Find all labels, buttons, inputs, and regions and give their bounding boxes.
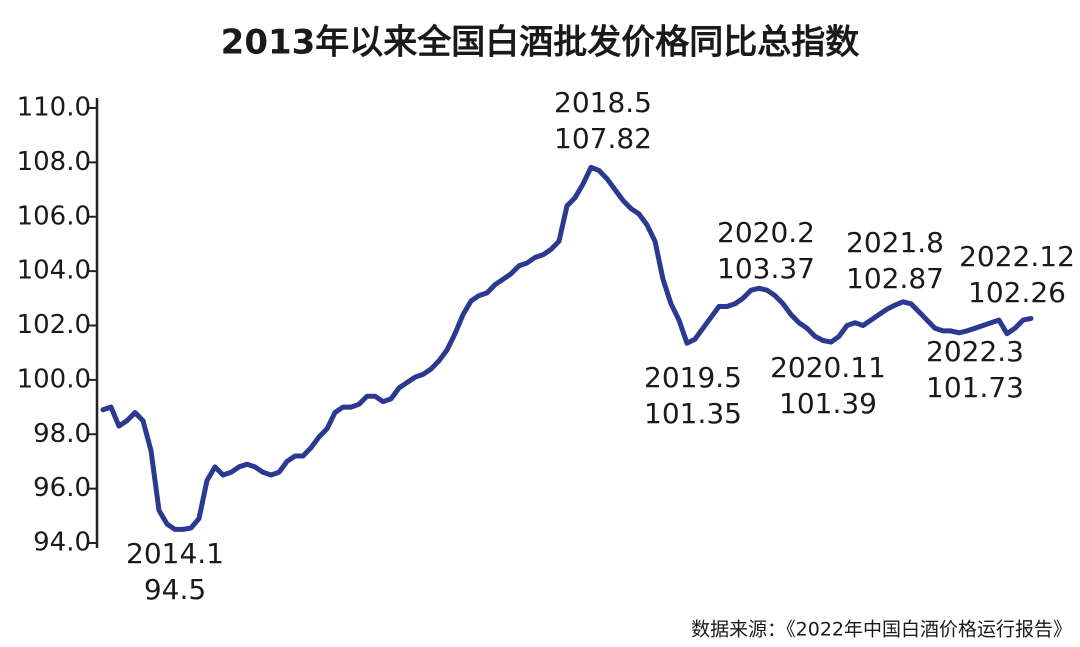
y-tick-label: 94.0	[33, 528, 91, 558]
annotation-value: 103.37	[717, 252, 815, 285]
y-tick-label: 98.0	[33, 419, 91, 449]
chart-title: 2013年以来全国白酒批发价格同比总指数	[221, 23, 860, 63]
annotation-value: 101.39	[779, 387, 877, 420]
annotation-value: 101.73	[926, 371, 1024, 404]
annotation-label: 2021.8	[846, 226, 944, 259]
y-tick-label: 108.0	[17, 147, 91, 177]
annotation-value: 102.26	[968, 276, 1066, 309]
annotation-label: 2020.11	[770, 351, 886, 384]
source-note: 数据来源：《2022年中国白酒价格运行报告》	[691, 619, 1072, 641]
annotation-label: 2014.1	[126, 537, 224, 570]
annotation-label: 2019.5	[644, 361, 742, 394]
y-tick-label: 100.0	[17, 364, 91, 394]
line-series	[100, 164, 1034, 532]
annotation-label: 2018.5	[554, 86, 652, 119]
annotation-value: 107.82	[554, 122, 652, 155]
annotation-value: 102.87	[846, 262, 944, 295]
annotation-label: 2022.3	[926, 335, 1024, 368]
y-tick-label: 104.0	[17, 256, 91, 286]
annotation-value: 94.5	[144, 573, 206, 606]
y-tick-label: 102.0	[17, 310, 91, 340]
annotation-label: 2022.12	[959, 240, 1075, 273]
y-tick-label: 110.0	[17, 93, 91, 123]
annotation-label: 2020.2	[717, 216, 815, 249]
y-tick-label: 96.0	[33, 473, 91, 503]
annotation-value: 101.35	[644, 397, 742, 430]
y-tick-label: 106.0	[17, 201, 91, 231]
